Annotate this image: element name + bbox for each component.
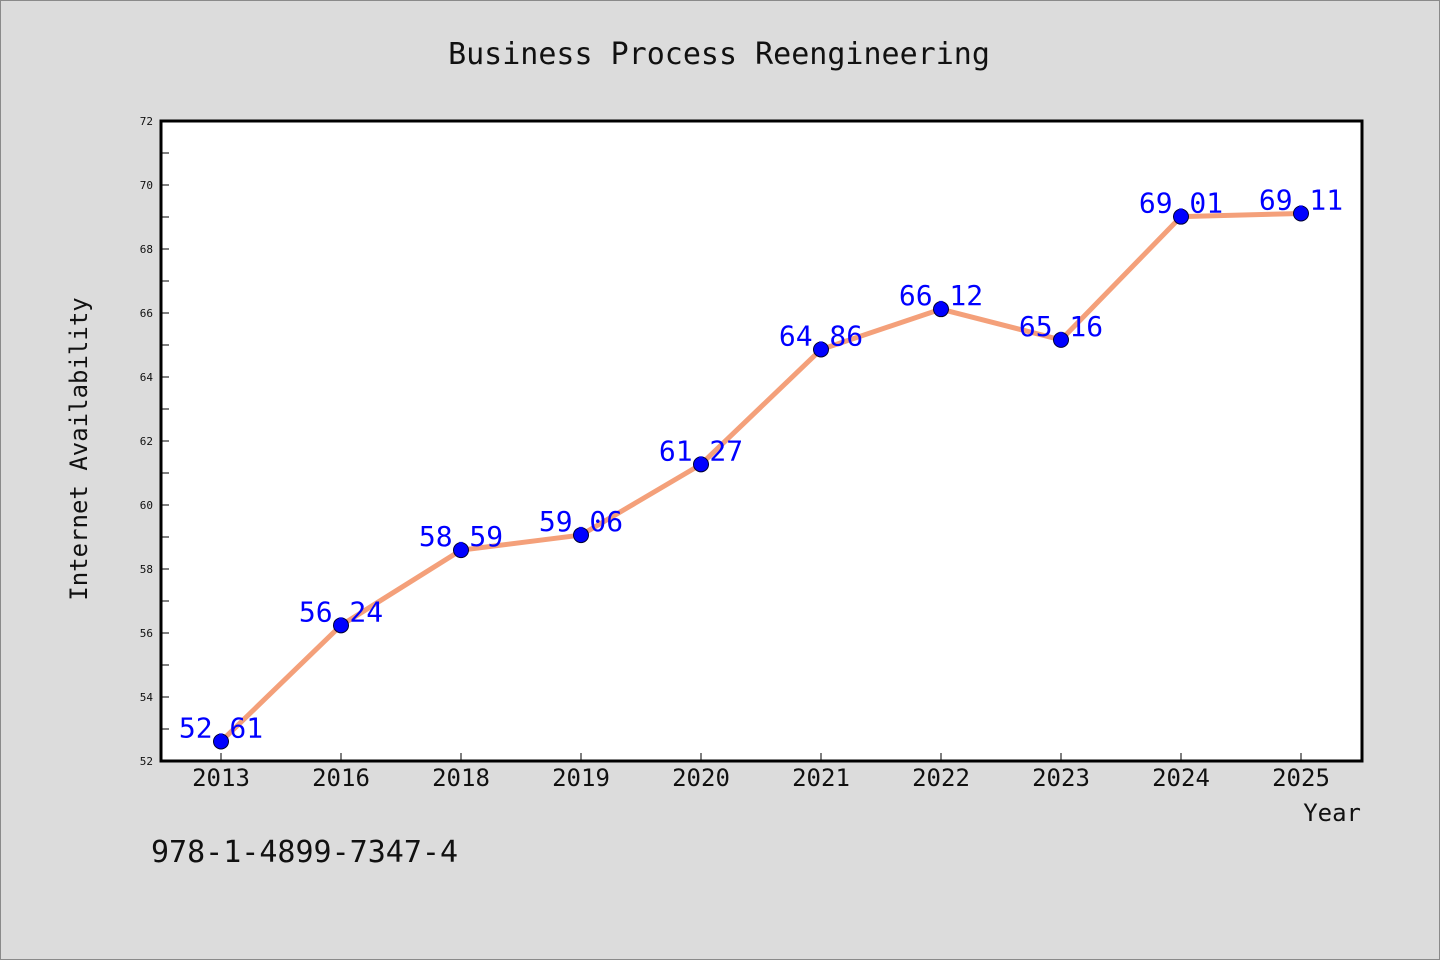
y-tick-label: 52 [140, 755, 153, 768]
y-tick-label: 54 [140, 691, 154, 704]
data-markers [213, 205, 1309, 750]
data-point [813, 341, 829, 358]
data-point [333, 617, 349, 634]
chart-title: Business Process Reengineering [448, 37, 990, 72]
y-tick-label: 56 [140, 627, 153, 640]
data-label: 65.16 [1019, 310, 1103, 343]
y-tick-label: 72 [140, 115, 153, 128]
y-tick-label: 66 [140, 307, 153, 320]
x-tick-label: 2020 [672, 764, 730, 792]
data-label: 66.12 [899, 279, 983, 312]
y-tick-label: 62 [140, 435, 153, 448]
plot-area [159, 119, 1364, 763]
x-tick-label: 2016 [312, 764, 370, 792]
isbn-text: 978-1-4899-7347-4 [151, 835, 459, 870]
data-point [1173, 208, 1189, 225]
data-point [933, 301, 949, 318]
series-line [218, 210, 1304, 744]
x-axis-label: Year [1303, 799, 1361, 827]
data-label: 64.86 [779, 319, 863, 352]
data-label: 59.06 [539, 505, 623, 538]
y-tick-label: 64 [140, 371, 154, 384]
y-tick-label: 68 [140, 243, 153, 256]
x-tick-label: 2013 [192, 764, 250, 792]
data-point [573, 527, 589, 544]
data-label: 61.27 [659, 434, 743, 467]
y-tick-label: 58 [140, 563, 153, 576]
x-axis: 2013 2016 2018 2019 2020 2021 2022 2023 2024 2025 [192, 753, 1330, 792]
data-point [453, 542, 469, 559]
data-label: 69.11 [1259, 183, 1343, 216]
data-label: 58.59 [419, 520, 503, 553]
data-point [1053, 331, 1069, 348]
data-point [1293, 205, 1309, 222]
data-point [213, 733, 229, 750]
data-label: 69.01 [1139, 187, 1223, 220]
data-labels: 52.61 56.24 58.59 59.06 61.27 64.86 66.12 65.16… [179, 183, 1343, 744]
x-tick-label: 2024 [1152, 764, 1210, 792]
x-tick-label: 2023 [1032, 764, 1090, 792]
x-tick-label: 2018 [432, 764, 490, 792]
x-tick-label: 2019 [552, 764, 610, 792]
data-label: 56.24 [299, 595, 383, 628]
x-tick-label: 2025 [1272, 764, 1330, 792]
data-point [693, 456, 709, 473]
y-tick-label: 70 [140, 179, 153, 192]
y-axis-label: Internet Availability [65, 297, 93, 600]
x-tick-label: 2021 [792, 764, 850, 792]
x-tick-label: 2022 [912, 764, 970, 792]
data-label: 52.61 [179, 711, 263, 744]
y-tick-label: 60 [140, 499, 153, 512]
y-axis: 52 54 56 58 60 62 64 66 68 70 72 [140, 115, 169, 768]
